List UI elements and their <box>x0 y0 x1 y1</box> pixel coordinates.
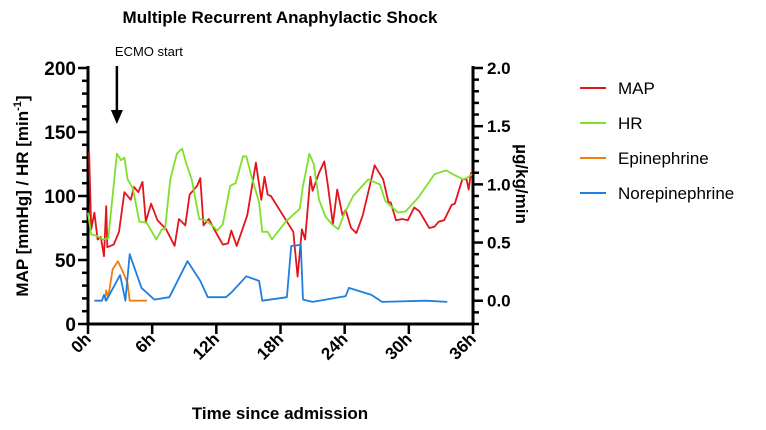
x-axis-label: Time since admission <box>192 404 368 423</box>
x-tick-label: 12h <box>189 329 223 363</box>
y-axis-label-left-sup: -1 <box>12 101 24 111</box>
y-left-tick-label: 100 <box>44 187 76 208</box>
series-line-hr <box>87 147 473 241</box>
y-left-tick-label: 200 <box>44 59 76 80</box>
series-line-norepinephrine <box>94 244 448 303</box>
series-layer <box>87 147 473 303</box>
y-axis-label-right: µg/kg/min <box>512 144 531 224</box>
legend-label-map: MAP <box>618 79 655 98</box>
legend-label-norepinephrine: Norepinephrine <box>618 184 734 203</box>
legend: MAP HR Epinephrine Norepinephrine <box>580 79 734 203</box>
series-line-epinephrine <box>104 260 147 302</box>
y-axis-label-left-text: MAP [mmHg] / HR [min <box>13 111 32 297</box>
series-line-map <box>88 152 473 278</box>
y-right-tick-label: 1.5 <box>487 117 511 136</box>
y-left-tick-label: 150 <box>44 123 76 144</box>
x-tick-label: 30h <box>382 329 416 363</box>
y-right-tick-label: 0.0 <box>487 292 511 311</box>
y-axis-label-left-close: ] <box>13 95 32 101</box>
y-axis-label-left: MAP [mmHg] / HR [min-1] <box>12 95 32 296</box>
ecmo-arrow-head <box>110 110 123 124</box>
ecmo-start-label: ECMO start <box>115 44 183 59</box>
y-right-tick-label: 2.0 <box>487 59 511 78</box>
legend-label-hr: HR <box>618 114 643 133</box>
legend-label-epinephrine: Epinephrine <box>618 149 709 168</box>
y-left-tick-label: 0 <box>65 315 76 336</box>
annotation: ECMO start <box>110 44 183 124</box>
y-right-tick-label: 1.0 <box>487 175 511 194</box>
x-tick-label: 24h <box>317 329 351 363</box>
y-right-tick-label: 0.5 <box>487 234 511 253</box>
y-left-tick-label: 50 <box>55 251 76 272</box>
x-tick-label: 6h <box>132 329 159 356</box>
x-tick-label: 18h <box>253 329 287 363</box>
x-tick-label: 36h <box>446 329 480 363</box>
chart-title: Multiple Recurrent Anaphylactic Shock <box>123 8 438 27</box>
